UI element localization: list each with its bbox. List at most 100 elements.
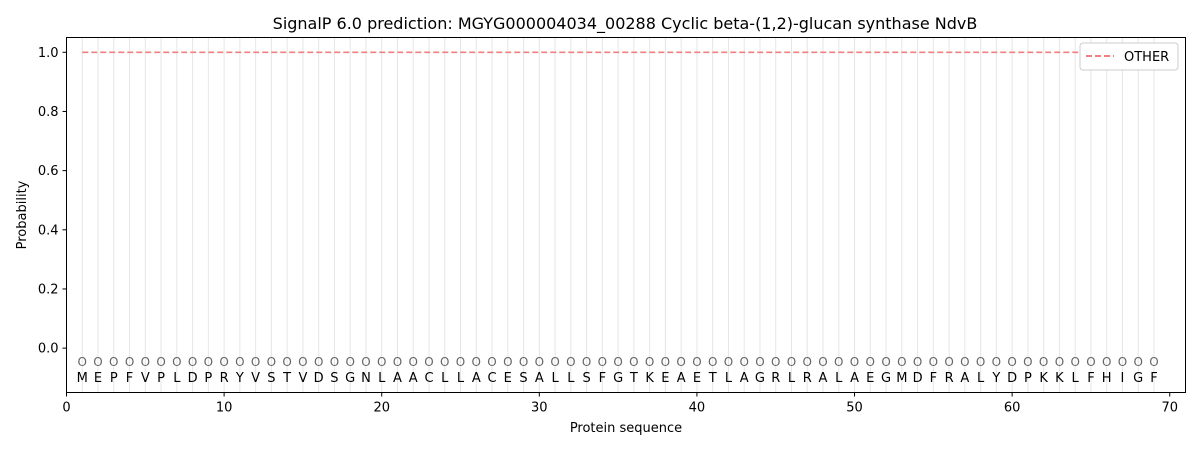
region-marker: O [393, 355, 402, 369]
residue-label: A [677, 371, 686, 386]
residue-label: T [629, 371, 638, 386]
residue-label: S [330, 371, 338, 386]
residue-label: F [126, 371, 133, 386]
y-tick-label: 0.4 [38, 223, 59, 238]
x-tick-label: 60 [1004, 401, 1021, 416]
region-marker: O [109, 355, 118, 369]
residue-gridlines [81, 37, 1155, 393]
region-marker: O [377, 355, 386, 369]
region-marker: O [566, 355, 575, 369]
region-marker: O [598, 355, 607, 369]
residue-label: E [504, 371, 512, 386]
residue-label: L [551, 371, 559, 386]
region-marker: O [1086, 355, 1095, 369]
residue-label: A [960, 371, 969, 386]
residue-label: T [708, 371, 717, 386]
residue-label: K [1039, 371, 1048, 386]
region-marker: O [881, 355, 890, 369]
residue-label: V [141, 371, 150, 386]
residue-label: L [457, 371, 465, 386]
residue-label: M [896, 371, 907, 386]
region-marker: O [629, 355, 638, 369]
region-marker: O [992, 355, 1001, 369]
x-tick-label: 0 [62, 401, 70, 416]
legend: OTHER [1079, 42, 1179, 71]
region-marker: O [818, 355, 827, 369]
x-tick-label: 40 [689, 401, 706, 416]
residue-label: S [582, 371, 590, 386]
residue-label: V [251, 371, 260, 386]
region-marker: O [141, 355, 150, 369]
region-marker: O [1133, 355, 1142, 369]
chart-title: SignalP 6.0 prediction: MGYG000004034_00… [273, 14, 978, 34]
residue-label: F [599, 371, 606, 386]
residue-label: L [1072, 371, 1080, 386]
y-tick-label: 0.2 [38, 282, 59, 297]
residue-label: E [866, 371, 874, 386]
y-tick-label: 0.8 [38, 105, 59, 120]
residue-label: E [693, 371, 701, 386]
region-marker: O [803, 355, 812, 369]
residue-label: F [1087, 371, 1094, 386]
region-marker: O [519, 355, 528, 369]
residue-label: G [1133, 371, 1143, 386]
region-marker: O [125, 355, 134, 369]
region-marker: O [944, 355, 953, 369]
residue-label: G [755, 371, 765, 386]
region-marker: O [960, 355, 969, 369]
region-marker: O [613, 355, 622, 369]
residue-label: F [930, 371, 937, 386]
region-marker: O [1039, 355, 1048, 369]
residue-label: K [645, 371, 654, 386]
residue-label: K [1055, 371, 1064, 386]
x-tick-label: 10 [216, 401, 233, 416]
region-marker: O [235, 355, 244, 369]
region-marker: O [78, 355, 87, 369]
residue-label: L [567, 371, 575, 386]
residue-label: P [204, 371, 212, 386]
residue-label: L [725, 371, 733, 386]
region-marker: O [314, 355, 323, 369]
region-marker: O [582, 355, 591, 369]
residue-label: A [535, 371, 544, 386]
region-marker: O [661, 355, 670, 369]
region-marker: O [282, 355, 291, 369]
residue-label: C [424, 371, 433, 386]
residue-label: G [881, 371, 891, 386]
region-marker: O [219, 355, 228, 369]
residue-label: R [945, 371, 954, 386]
region-marker: O [1118, 355, 1127, 369]
region-marker: O [1055, 355, 1064, 369]
region-marker: O [172, 355, 181, 369]
region-marker: O [487, 355, 496, 369]
region-marker: O [298, 355, 307, 369]
region-marker: O [645, 355, 654, 369]
residue-label: P [110, 371, 118, 386]
region-marker: O [251, 355, 260, 369]
region-marker: O [535, 355, 544, 369]
residue-label: F [1150, 371, 1157, 386]
residue-label: D [314, 371, 324, 386]
region-marker: O [708, 355, 717, 369]
region-marker: O [771, 355, 780, 369]
region-marker: O [834, 355, 843, 369]
region-marker: O [692, 355, 701, 369]
residue-label: S [267, 371, 275, 386]
region-marker: O [1070, 355, 1079, 369]
region-marker: O [676, 355, 685, 369]
y-tick-label: 0.0 [38, 342, 59, 357]
region-marker: O [409, 355, 418, 369]
residue-label: L [835, 371, 843, 386]
residue-label: S [519, 371, 527, 386]
residue-label: L [788, 371, 796, 386]
region-marker: O [976, 355, 985, 369]
region-marker: O [345, 355, 354, 369]
residue-label: D [1007, 371, 1017, 386]
residue-label: H [1102, 371, 1112, 386]
residue-label: A [740, 371, 749, 386]
region-marker: O [424, 355, 433, 369]
plot-frame [66, 37, 1186, 393]
region-marker: O [787, 355, 796, 369]
y-axis-label: Probability [15, 180, 30, 249]
